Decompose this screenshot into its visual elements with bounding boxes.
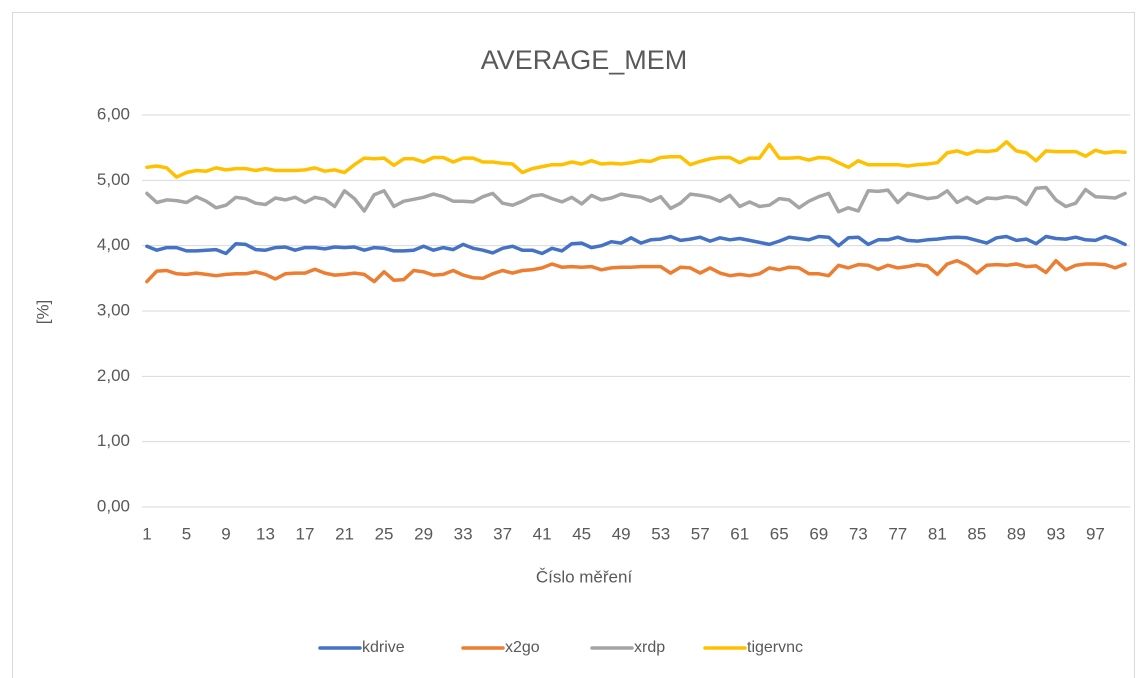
legend-label: tigervnc xyxy=(747,639,803,656)
y-tick-label: 6,00 xyxy=(97,104,130,123)
x-tick-label: 37 xyxy=(493,524,512,543)
x-tick-label: 5 xyxy=(182,524,191,543)
y-tick-label: 0,00 xyxy=(97,496,130,515)
y-tick-label: 1,00 xyxy=(97,431,130,450)
x-tick-label: 49 xyxy=(612,524,631,543)
x-tick-label: 89 xyxy=(1007,524,1026,543)
y-tick-label: 4,00 xyxy=(97,235,130,254)
series-line xyxy=(145,185,1127,214)
x-tick-label: 53 xyxy=(651,524,670,543)
x-tick-label: 97 xyxy=(1086,524,1105,543)
series-line xyxy=(145,258,1127,284)
x-tick-label: 13 xyxy=(256,524,275,543)
legend-label: x2go xyxy=(505,639,540,656)
x-tick-label: 81 xyxy=(928,524,947,543)
x-tick-label: 85 xyxy=(967,524,986,543)
x-tick-label: 57 xyxy=(691,524,710,543)
x-tick-label: 9 xyxy=(221,524,230,543)
series-line xyxy=(145,234,1127,256)
y-tick-label: 3,00 xyxy=(97,300,130,319)
x-tick-label: 73 xyxy=(849,524,868,543)
legend-label: xrdp xyxy=(634,639,665,656)
x-tick-label: 65 xyxy=(770,524,789,543)
series-line xyxy=(145,140,1127,179)
y-axis-label: [%] xyxy=(33,300,52,325)
x-tick-label: 45 xyxy=(572,524,591,543)
x-tick-label: 33 xyxy=(454,524,473,543)
x-tick-label: 61 xyxy=(730,524,749,543)
x-tick-label: 77 xyxy=(888,524,907,543)
y-tick-label: 5,00 xyxy=(97,170,130,189)
chart-border xyxy=(12,12,1135,678)
x-tick-label: 25 xyxy=(375,524,394,543)
legend-label: kdrive xyxy=(362,639,405,656)
x-tick-label: 41 xyxy=(533,524,552,543)
x-tick-label: 1 xyxy=(142,524,151,543)
chart-title: AVERAGE_MEM xyxy=(481,45,688,75)
x-tick-label: 69 xyxy=(809,524,828,543)
x-tick-label: 17 xyxy=(296,524,315,543)
x-tick-label: 29 xyxy=(414,524,433,543)
x-tick-label: 93 xyxy=(1046,524,1065,543)
y-tick-label: 2,00 xyxy=(97,366,130,385)
x-axis-label: Číslo měření xyxy=(536,567,633,586)
x-tick-label: 21 xyxy=(335,524,354,543)
